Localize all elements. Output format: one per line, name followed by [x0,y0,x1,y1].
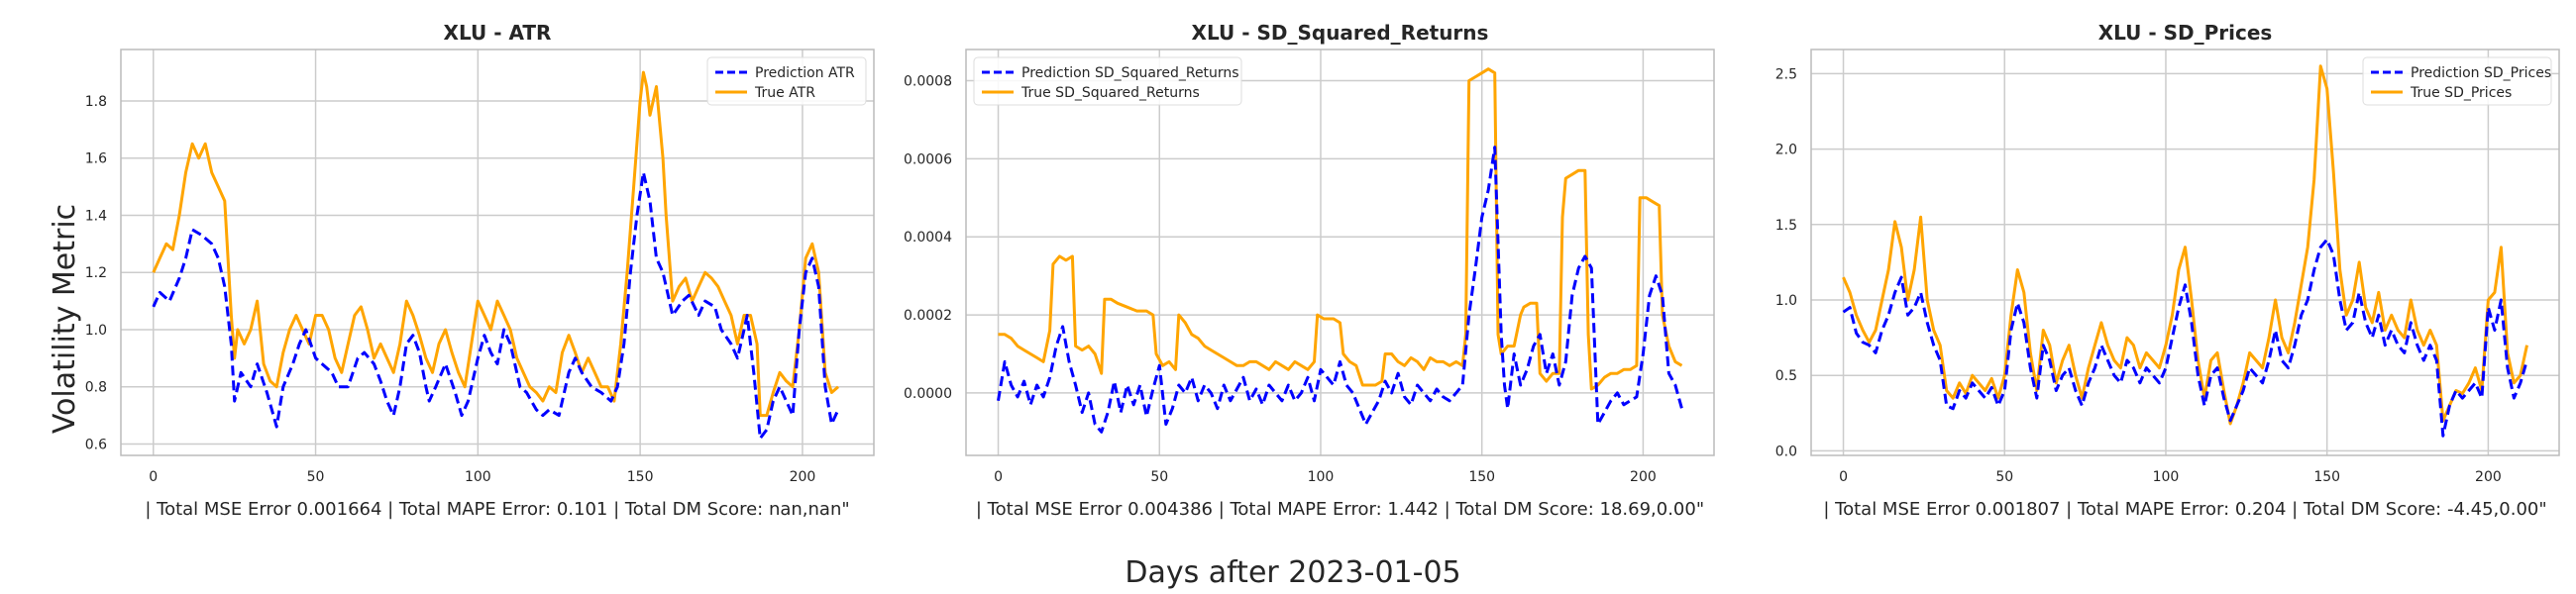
x-tick-label: 50 [1995,469,2013,485]
x-tick-label: 150 [1468,469,1495,485]
x-tick-label: 50 [307,469,325,485]
chart-title: XLU - SD_Prices [2098,21,2273,45]
x-tick-label: 0 [994,469,1003,485]
y-tick-label: 1.0 [1775,293,1797,309]
legend: Prediction ATR True ATR [706,56,867,106]
plot-frame [1810,49,2560,456]
x-tick-label: 100 [2153,469,2180,485]
series-line-prediction [152,170,840,441]
legend: Prediction SD_Squared_Returns True SD_Squ… [973,56,1242,106]
y-tick-label: 1.4 [85,208,107,224]
legend-label: True SD_Squared_Returns [1020,85,1200,101]
legend-label: Prediction SD_Squared_Returns [1021,65,1239,81]
y-tick-label: 0.6 [85,437,107,452]
figure-xlabel: Days after 2023-01-05 [1125,555,1460,590]
chart-xlabel: | Total MSE Error 0.001807 | Total MAPE … [1823,499,2546,520]
series-line-true [152,70,839,418]
legend: Prediction SD_Prices True SD_Prices [2362,56,2552,106]
y-tick-label: 0.8 [85,380,107,396]
x-tick-label: 200 [1630,469,1657,485]
chart-2: 0 50 100 150 200 0.0 0.5 1.0 1.5 2.0 2.5 XLU - SD_P… [1775,21,2560,520]
plot-frame [120,49,875,456]
figure-ylabel: Volatility Metric [48,204,82,434]
chart-1: 0 50 100 150 200 0.0000 0.0002 0.0004 0.0006 0.00… [904,21,1715,520]
y-tick-label: 1.2 [85,265,107,281]
legend-box [973,56,1242,106]
y-tick-label: 0.0 [1775,444,1797,459]
y-tick-label: 2.0 [1775,143,1797,158]
x-tick-label: 100 [465,469,491,485]
y-tick-label: 0.0002 [904,308,952,324]
y-tick-label: 0.5 [1775,368,1797,384]
x-tick-label: 200 [2475,469,2502,485]
legend-label: True ATR [754,85,815,101]
legend-label: True SD_Prices [2410,85,2512,101]
x-tick-label: 200 [790,469,816,485]
x-tick-label: 50 [1150,469,1168,485]
y-tick-label: 1.6 [85,151,107,167]
y-tick-label: 0.0008 [904,74,952,90]
plot-frame [965,49,1715,456]
legend-box [2362,56,2552,106]
series-line-true [1842,64,2528,426]
chart-0: 0 50 100 150 200 0.6 0.8 1.0 1.2 1.4 1.6 1.8 XLU - A… [85,21,875,520]
chart-xlabel: | Total MSE Error 0.004386 | Total MAPE … [976,499,1704,520]
y-tick-label: 1.8 [85,94,107,110]
x-tick-label: 150 [2313,469,2340,485]
x-tick-label: 100 [1308,469,1335,485]
chart-title: XLU - SD_Squared_Returns [1192,21,1489,45]
x-tick-label: 0 [1839,469,1848,485]
chart-title: XLU - ATR [444,21,552,45]
chart-xlabel: | Total MSE Error 0.001664 | Total MAPE … [145,499,849,520]
y-tick-label: 2.5 [1775,66,1797,82]
y-tick-label: 1.5 [1775,218,1797,234]
x-tick-label: 150 [627,469,654,485]
series-line-prediction [997,146,1683,434]
y-tick-label: 0.0004 [904,230,952,246]
y-tick-label: 0.0000 [904,386,952,402]
charts-group: 0 50 100 150 200 0.6 0.8 1.0 1.2 1.4 1.6 1.8 XLU - A… [85,21,2560,520]
legend-label: Prediction SD_Prices [2411,65,2551,81]
series-line-true [998,67,1683,391]
legend-label: Prediction ATR [755,65,855,81]
y-tick-label: 0.0006 [904,151,952,167]
y-tick-label: 1.0 [85,323,107,339]
series-line-prediction [1842,238,2528,438]
x-tick-label: 0 [149,469,158,485]
